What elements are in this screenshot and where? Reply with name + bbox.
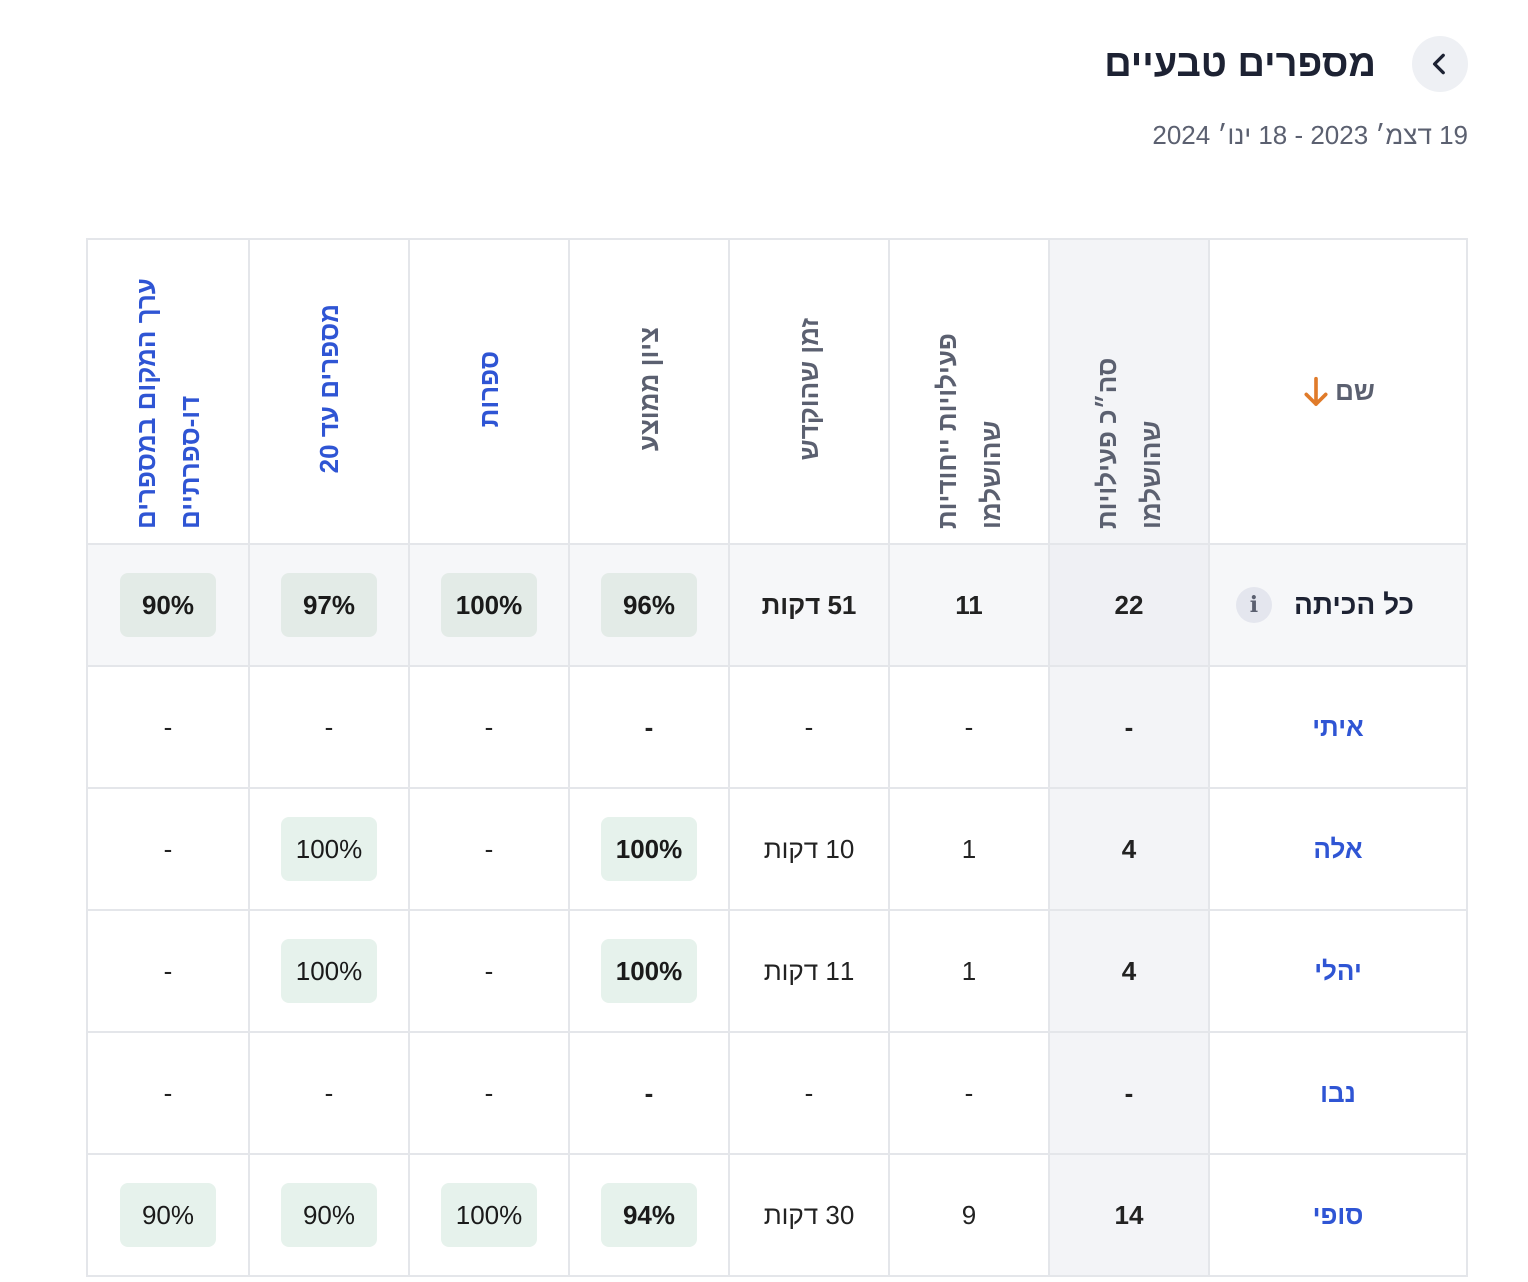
summary-avg-score: 96% xyxy=(601,573,697,637)
column-header-numbers-20-label: מספרים עד 20 xyxy=(314,304,344,474)
student-name-cell: יהלי xyxy=(1208,909,1468,1033)
score-pill: 100% xyxy=(601,817,697,881)
cell-completed: 14 xyxy=(1048,1153,1210,1277)
summary-time: 51 דקות xyxy=(728,543,890,667)
score-pill: 100% xyxy=(601,939,697,1003)
student-name-cell: איתי xyxy=(1208,665,1468,789)
cell-numbers-20: - xyxy=(248,665,410,789)
column-header-avg-score[interactable]: ציון ממוצע xyxy=(568,238,730,545)
cell-completed: - xyxy=(1048,1031,1210,1155)
cell-place-value: - xyxy=(86,787,250,911)
chevron-left-icon xyxy=(1432,53,1445,75)
summary-numbers-20-cell: 97% xyxy=(248,543,410,667)
score-pill: 100% xyxy=(281,817,377,881)
column-header-time-label: זמן שהוקדש xyxy=(794,317,824,461)
score-pill: 90% xyxy=(120,1183,216,1247)
cell-digits: - xyxy=(408,665,570,789)
cell-place-value: 90% xyxy=(86,1153,250,1277)
page-header: מספרים טבעיים xyxy=(1104,36,1468,92)
table-row: יהלי 4 1 11 דקות 100% -100% - xyxy=(86,909,1468,1033)
summary-avg-score-cell: 96% xyxy=(568,543,730,667)
column-header-name[interactable]: שם xyxy=(1208,238,1468,545)
student-name-cell: סופי xyxy=(1208,1153,1468,1277)
cell-avg-score: - xyxy=(568,665,730,789)
column-header-numbers-20[interactable]: מספרים עד 20 xyxy=(248,238,410,545)
student-rows: איתי - - - - - - - אלה 4 1 10 דקות 100% -100% - יהלי 4 1 1… xyxy=(86,665,1468,1277)
column-header-place-value[interactable]: ערך המקום במספרים דו-ספרתיים xyxy=(86,238,250,545)
summary-place-value-cell: 90% xyxy=(86,543,250,667)
cell-numbers-20: 100% xyxy=(248,909,410,1033)
score-pill: 100% xyxy=(281,939,377,1003)
student-name-link[interactable]: איתי xyxy=(1312,711,1364,742)
column-header-time[interactable]: זמן שהוקדש xyxy=(728,238,890,545)
cell-place-value: - xyxy=(86,909,250,1033)
student-name-link[interactable]: נבו xyxy=(1320,1077,1356,1108)
summary-numbers-20: 97% xyxy=(281,573,377,637)
student-name-link[interactable]: אלה xyxy=(1313,833,1363,864)
summary-completed: 22 xyxy=(1048,543,1210,667)
summary-digits: 100% xyxy=(441,573,537,637)
table-row: איתי - - - - - - - xyxy=(86,665,1468,789)
cell-place-value: - xyxy=(86,665,250,789)
cell-time: - xyxy=(728,665,890,789)
cell-avg-score: 100% xyxy=(568,909,730,1033)
info-icon[interactable]: i xyxy=(1235,587,1272,623)
cell-time: 11 דקות xyxy=(728,909,890,1033)
column-header-digits-label: ספרות xyxy=(474,350,504,428)
cell-digits: - xyxy=(408,1031,570,1155)
summary-digits-cell: 100% xyxy=(408,543,570,667)
cell-unique: - xyxy=(888,665,1050,789)
date-range: 19 דצמ׳ 2023 - 18 ינו׳ 2024 xyxy=(1152,120,1468,150)
cell-digits: - xyxy=(408,909,570,1033)
report-table: שם סה״כ פעילויות שהושלמו פעילויות ייחודי… xyxy=(86,238,1468,1277)
column-header-place-value-label: ערך המקום במספרים דו-ספרתיים xyxy=(131,278,205,529)
column-header-unique-label: פעילויות ייחודיות שהושלמו xyxy=(932,333,1006,529)
cell-completed: 4 xyxy=(1048,909,1210,1033)
column-header-unique[interactable]: פעילויות ייחודיות שהושלמו xyxy=(888,238,1050,545)
summary-unique: 11 xyxy=(888,543,1050,667)
column-header-avg-score-label: ציון ממוצע xyxy=(634,326,664,452)
cell-numbers-20: 100% xyxy=(248,787,410,911)
column-header-digits[interactable]: ספרות xyxy=(408,238,570,545)
cell-numbers-20: - xyxy=(248,1031,410,1155)
cell-place-value: - xyxy=(86,1031,250,1155)
student-name-link[interactable]: סופי xyxy=(1312,1199,1364,1230)
summary-place-value: 90% xyxy=(120,573,216,637)
cell-completed: - xyxy=(1048,665,1210,789)
page-title: מספרים טבעיים xyxy=(1104,42,1376,85)
back-button[interactable] xyxy=(1412,36,1468,92)
cell-time: 10 דקות xyxy=(728,787,890,911)
score-pill: 100% xyxy=(441,1183,537,1247)
table-row: אלה 4 1 10 דקות 100% -100% - xyxy=(86,787,1468,911)
cell-numbers-20: 90% xyxy=(248,1153,410,1277)
cell-unique: - xyxy=(888,1031,1050,1155)
student-name-link[interactable]: יהלי xyxy=(1314,955,1362,986)
cell-unique: 1 xyxy=(888,909,1050,1033)
student-name-cell: נבו xyxy=(1208,1031,1468,1155)
cell-unique: 1 xyxy=(888,787,1050,911)
student-name-cell: אלה xyxy=(1208,787,1468,911)
summary-row: כל הכיתה i 22 11 51 דקות 96% 100% 97% 90… xyxy=(86,543,1468,667)
cell-time: - xyxy=(728,1031,890,1155)
cell-avg-score: 100% xyxy=(568,787,730,911)
column-header-name-label: שם xyxy=(1335,376,1375,406)
table-row: נבו - - - - - - - xyxy=(86,1031,1468,1155)
cell-time: 30 דקות xyxy=(728,1153,890,1277)
cell-completed: 4 xyxy=(1048,787,1210,911)
table-row: סופי 14 9 30 דקות 94% 100% 90% 90% xyxy=(86,1153,1468,1277)
score-pill: 90% xyxy=(281,1183,377,1247)
cell-digits: - xyxy=(408,787,570,911)
cell-unique: 9 xyxy=(888,1153,1050,1277)
cell-avg-score: 94% xyxy=(568,1153,730,1277)
column-header-completed[interactable]: סה״כ פעילויות שהושלמו xyxy=(1048,238,1210,545)
arrow-down-icon xyxy=(1304,376,1328,406)
table-header-row: שם סה״כ פעילויות שהושלמו פעילויות ייחודי… xyxy=(86,238,1468,545)
cell-avg-score: - xyxy=(568,1031,730,1155)
cell-digits: 100% xyxy=(408,1153,570,1277)
score-pill: 94% xyxy=(601,1183,697,1247)
summary-name-cell: כל הכיתה i xyxy=(1208,543,1468,667)
column-header-completed-label: סה״כ פעילויות שהושלמו xyxy=(1092,357,1166,529)
summary-name: כל הכיתה xyxy=(1293,589,1415,620)
